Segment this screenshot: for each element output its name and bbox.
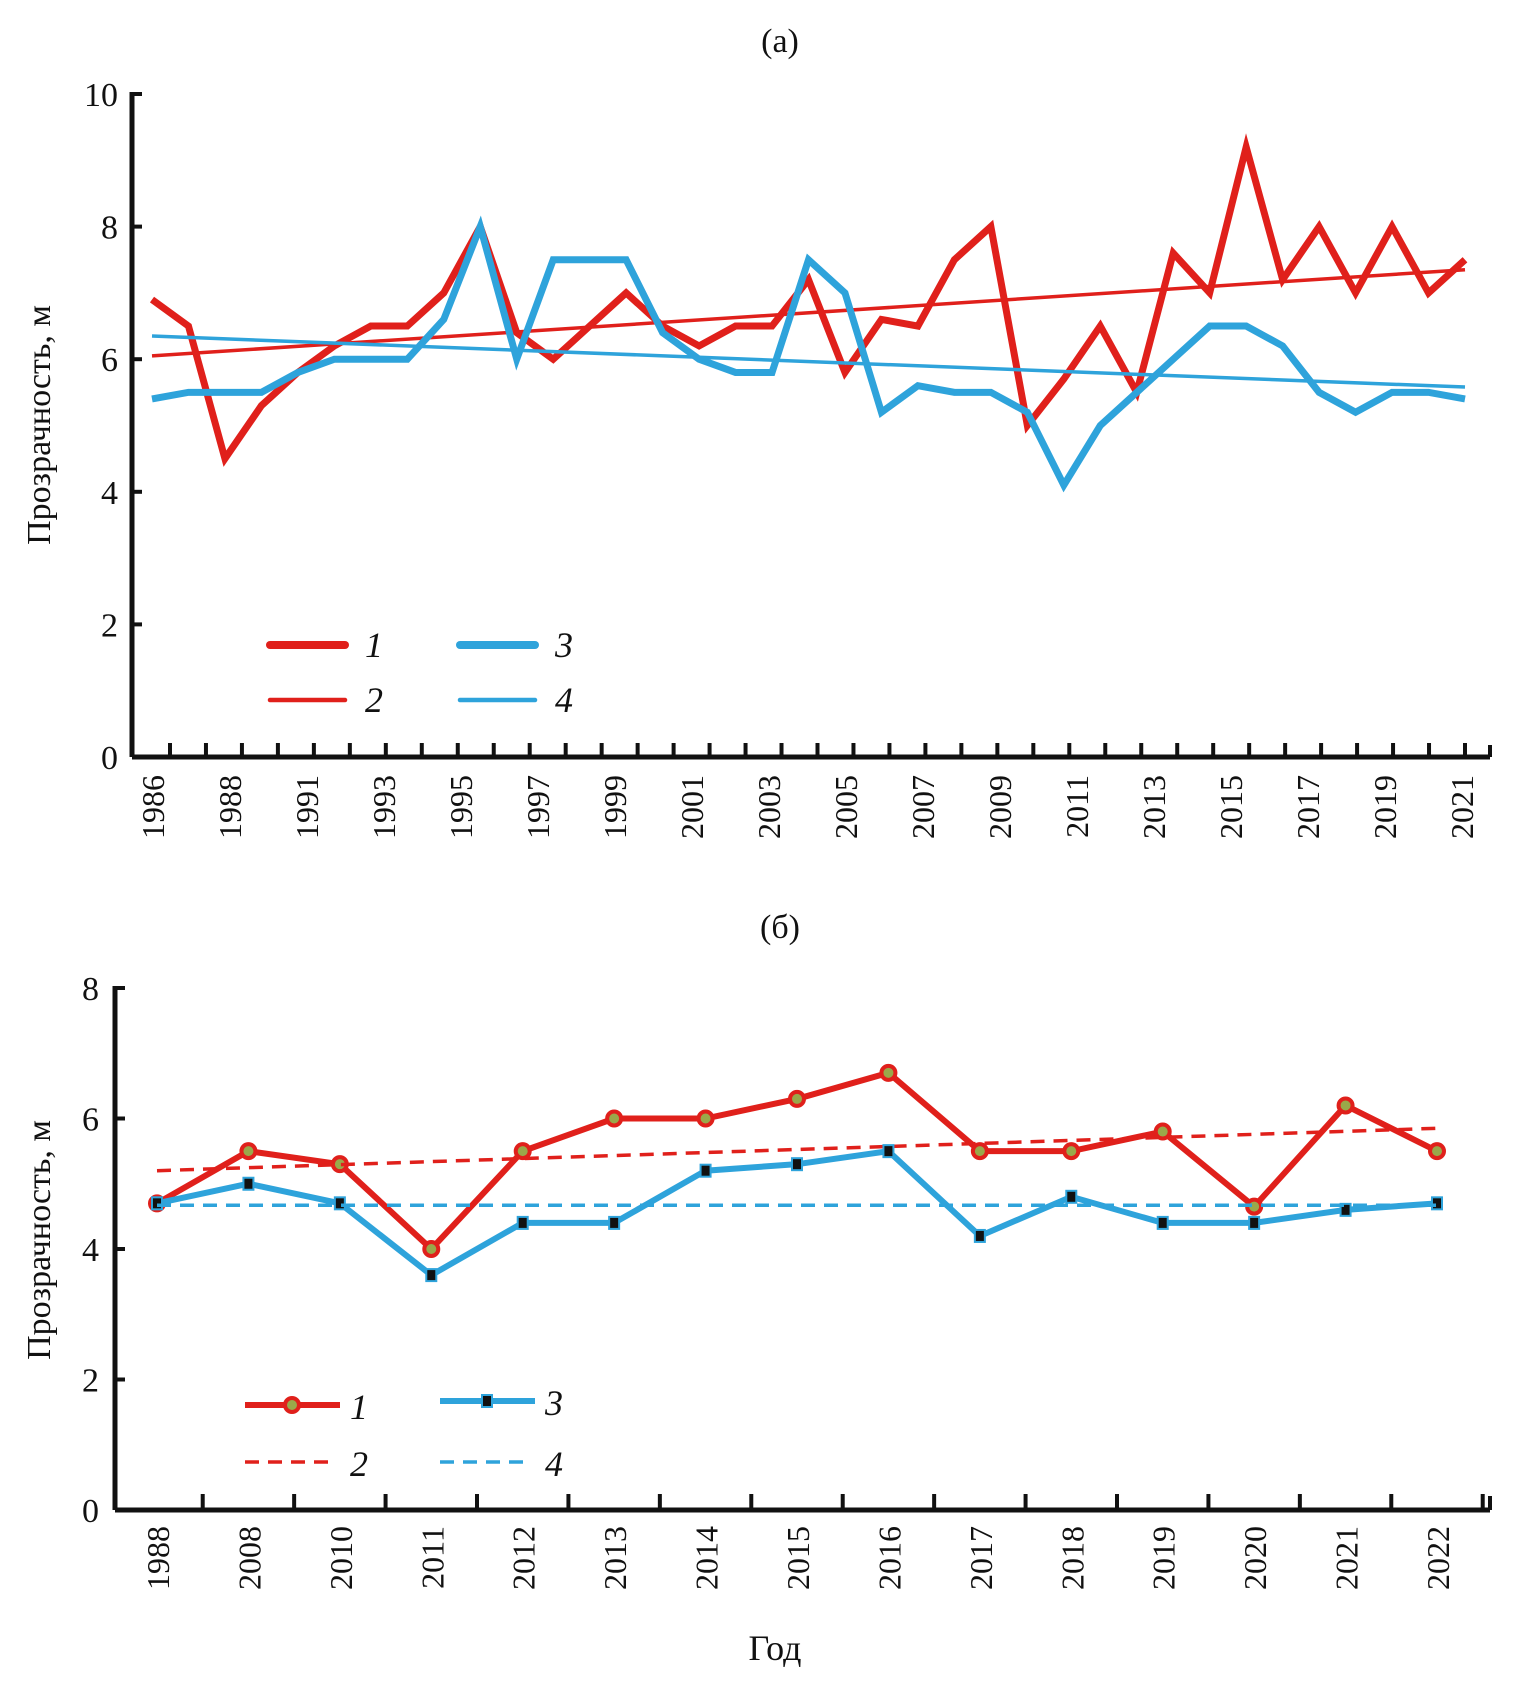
legend-label-2: 2 <box>365 680 383 720</box>
x-tick-label: 1993 <box>366 775 402 839</box>
series-3-marker <box>242 1176 255 1191</box>
panel-b-label: (б) <box>760 909 800 946</box>
x-tick-label: 2019 <box>1367 775 1403 839</box>
x-tick-label: 2019 <box>1146 1526 1182 1590</box>
series-3-marker <box>608 1215 621 1230</box>
legend-marker-3 <box>481 1394 493 1408</box>
series-3-marker <box>1248 1215 1261 1230</box>
x-tick-label: 2011 <box>414 1526 450 1589</box>
series-1-marker <box>788 1089 806 1108</box>
y-tick-label: 10 <box>84 77 118 114</box>
x-tick-label: 1988 <box>140 1526 176 1590</box>
y-tick-label: 4 <box>82 1232 99 1269</box>
series-1-marker <box>1336 1096 1355 1115</box>
series-1-marker <box>879 1063 898 1082</box>
y-tick-label: 6 <box>82 1102 99 1139</box>
x-tick-label: 2017 <box>963 1526 999 1590</box>
x-tick-label: 2015 <box>780 1526 816 1590</box>
legend-label-1: 1 <box>350 1387 368 1427</box>
x-tick-label: 1991 <box>289 775 325 839</box>
series-3-marker <box>882 1144 895 1159</box>
y-tick-label: 0 <box>82 1493 99 1530</box>
x-tick-label: 2022 <box>1420 1526 1456 1590</box>
x-tick-label: 2011 <box>1059 775 1095 838</box>
x-tick-label: 2007 <box>905 775 941 839</box>
series-1-marker <box>422 1240 441 1258</box>
y-tick-label: 6 <box>101 342 118 379</box>
x-tick-label: 2013 <box>597 1526 633 1590</box>
series-3-marker <box>425 1268 438 1283</box>
series-1-marker <box>239 1142 258 1161</box>
y-tick-label: 8 <box>101 210 118 247</box>
series-3-marker <box>699 1163 712 1178</box>
y-tick-label: 2 <box>101 607 118 644</box>
panel-a-ylabel: Прозрачность, м <box>21 305 58 545</box>
x-tick-label: 2009 <box>982 775 1018 839</box>
series-1-marker <box>1062 1142 1081 1161</box>
x-tick-label: 1995 <box>443 775 479 839</box>
legend-label-2: 2 <box>350 1444 368 1484</box>
x-tick-label: 2001 <box>674 775 710 839</box>
x-tick-label: 2005 <box>828 775 864 839</box>
series-3-marker <box>1339 1202 1352 1217</box>
y-tick-label: 2 <box>82 1363 99 1400</box>
series-1-line <box>149 133 1468 467</box>
legend-label-4: 4 <box>555 680 573 720</box>
y-tick-label: 0 <box>101 740 118 777</box>
x-tick-label: 2010 <box>323 1526 359 1590</box>
legend-label-1: 1 <box>365 625 383 665</box>
y-tick-label: 4 <box>101 475 118 512</box>
x-tick-label: 2020 <box>1237 1526 1273 1590</box>
series-3-marker <box>333 1196 346 1211</box>
x-tick-label: 2014 <box>689 1526 725 1590</box>
series-4-trend <box>151 334 1466 389</box>
panel-a-label: (а) <box>761 23 799 60</box>
x-tick-label: 2021 <box>1329 1526 1365 1590</box>
legend-label-3: 3 <box>544 1383 563 1423</box>
x-tick-label: 2012 <box>506 1526 542 1590</box>
y-tick-label: 8 <box>82 971 99 1008</box>
series-3-marker <box>1156 1215 1169 1230</box>
x-tick-label: 1986 <box>135 775 171 839</box>
series-1-marker <box>696 1109 715 1128</box>
series-1-marker <box>1153 1122 1172 1141</box>
legend-label-3: 3 <box>554 625 573 665</box>
x-tick-label: 2013 <box>1136 775 1172 839</box>
x-tick-label: 2016 <box>871 1526 907 1590</box>
series-3-marker <box>791 1157 803 1172</box>
series-3-line <box>151 215 1466 493</box>
series-1-marker <box>1428 1142 1446 1161</box>
x-tick-label: 2008 <box>231 1526 267 1590</box>
x-tick-label: 2015 <box>1213 775 1249 839</box>
series-1-marker <box>605 1109 624 1128</box>
x-tick-label: 2003 <box>751 775 787 839</box>
panel-b-ylabel: Прозрачность, м <box>21 1120 58 1360</box>
x-tick-label: 1997 <box>520 775 556 839</box>
series-3-marker <box>1431 1196 1443 1211</box>
series-2-trend <box>156 1126 1438 1173</box>
series-2-trend <box>151 267 1466 358</box>
series-1-marker <box>970 1142 989 1161</box>
series-3-marker <box>516 1215 529 1230</box>
series-3-marker <box>1065 1189 1078 1204</box>
x-tick-label: 2021 <box>1444 775 1480 839</box>
x-tick-label: 2018 <box>1054 1526 1090 1590</box>
legend-label-4: 4 <box>545 1444 563 1484</box>
legend-marker-1 <box>283 1396 301 1414</box>
series-1-marker <box>513 1142 532 1161</box>
x-tick-label: 1988 <box>212 775 248 839</box>
series-3-marker <box>973 1228 986 1243</box>
panel-b-xlabel: Год <box>749 1628 802 1668</box>
series-3-marker <box>151 1196 163 1211</box>
x-tick-label: 1999 <box>597 775 633 839</box>
x-tick-label: 2017 <box>1290 775 1326 839</box>
